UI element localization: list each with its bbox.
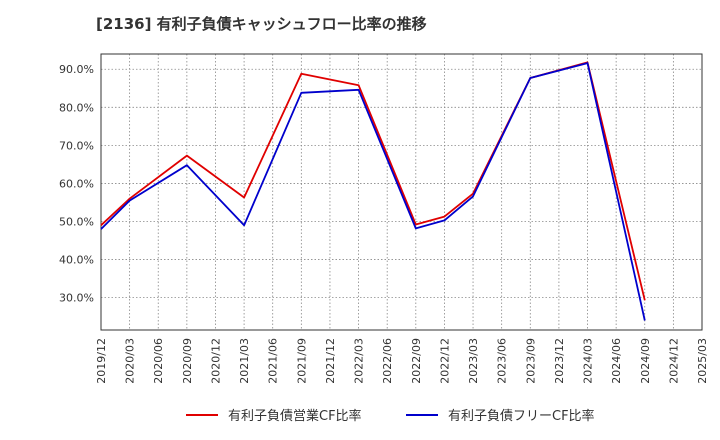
x-tick-label: 2023/09 — [524, 338, 537, 384]
x-tick-label: 2020/03 — [124, 338, 137, 384]
legend-label-1: 有利子負債営業CF比率 — [228, 408, 362, 424]
y-tick-label: 90.0% — [59, 63, 94, 76]
x-tick-label: 2021/12 — [324, 338, 337, 384]
x-tick-label: 2025/03 — [696, 338, 709, 384]
x-tick-label: 2024/12 — [667, 338, 680, 384]
series-line-2 — [100, 62, 646, 321]
y-tick-label: 80.0% — [59, 101, 94, 114]
legend: 有利子負債営業CF比率 有利子負債フリーCF比率 — [186, 408, 595, 424]
x-tick-label: 2020/09 — [181, 338, 194, 384]
y-tick-label: 60.0% — [59, 177, 94, 190]
x-axis: 2019/12 2020/03 2020/06 2020/09 2020/12 2021/… — [95, 338, 709, 384]
y-tick-label: 40.0% — [59, 254, 94, 267]
y-tick-label: 30.0% — [59, 292, 94, 305]
y-tick-label: 70.0% — [59, 139, 94, 152]
y-tick-label: 50.0% — [59, 216, 94, 229]
x-tick-label: 2021/06 — [267, 338, 280, 384]
x-tick-label: 2022/09 — [410, 338, 423, 384]
y-axis: 30.0% 40.0% 50.0% 60.0% 70.0% 80.0% 90.0% — [59, 63, 94, 304]
x-tick-label: 2022/12 — [438, 338, 451, 384]
x-tick-label: 2020/06 — [152, 338, 165, 384]
x-tick-label: 2024/06 — [610, 338, 623, 384]
x-tick-label: 2022/03 — [353, 338, 366, 384]
x-tick-label: 2021/09 — [295, 338, 308, 384]
legend-label-2: 有利子負債フリーCF比率 — [448, 408, 595, 424]
x-tick-label: 2021/03 — [238, 338, 251, 384]
x-tick-label: 2023/06 — [496, 338, 509, 384]
x-tick-label: 2020/12 — [209, 338, 222, 384]
x-tick-label: 2019/12 — [95, 338, 108, 384]
plot-area-frame — [100, 53, 703, 331]
series-lines — [100, 61, 646, 321]
x-tick-label: 2023/12 — [553, 338, 566, 384]
x-tick-label: 2022/06 — [381, 338, 394, 384]
x-tick-label: 2024/09 — [639, 338, 652, 384]
chart-title: [2136] 有利子負債キャッシュフロー比率の推移 — [96, 15, 427, 33]
x-tick-label: 2024/03 — [582, 338, 595, 384]
series-line-1 — [100, 61, 646, 301]
x-tick-label: 2023/03 — [467, 338, 480, 384]
